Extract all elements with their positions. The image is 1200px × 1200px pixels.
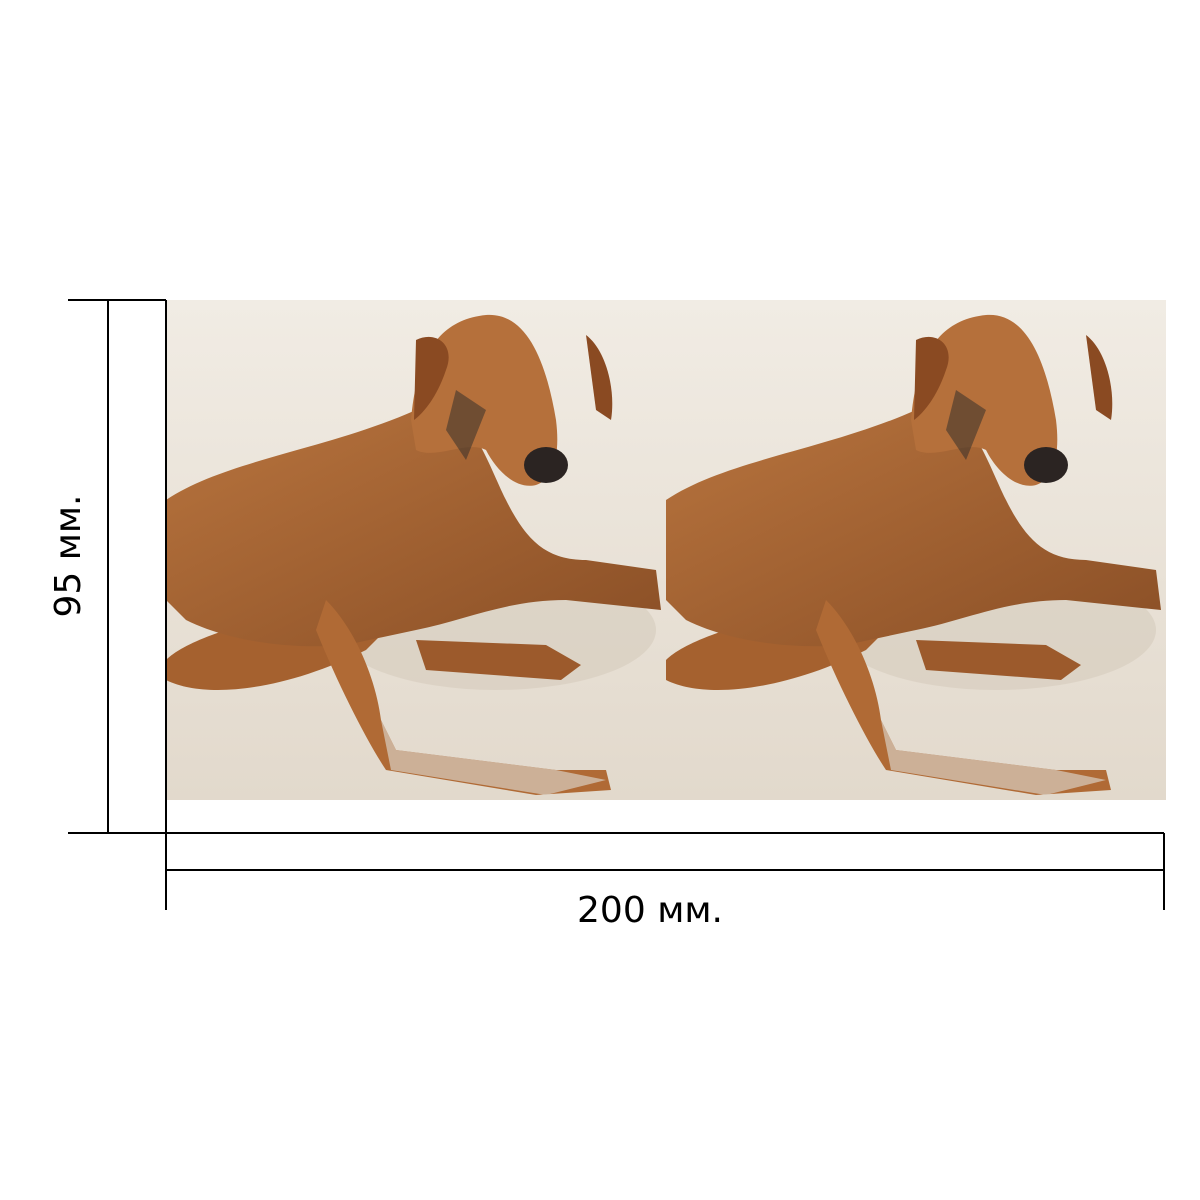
height-label: 95 мм. — [48, 494, 89, 617]
dog-photo — [666, 300, 1166, 800]
height-dimension: 95 мм. — [48, 299, 167, 834]
product-photos — [166, 300, 1166, 800]
width-label: 200 мм. — [577, 890, 723, 931]
dog-photo — [166, 300, 666, 800]
width-dimension: 200 мм. — [165, 832, 1165, 931]
